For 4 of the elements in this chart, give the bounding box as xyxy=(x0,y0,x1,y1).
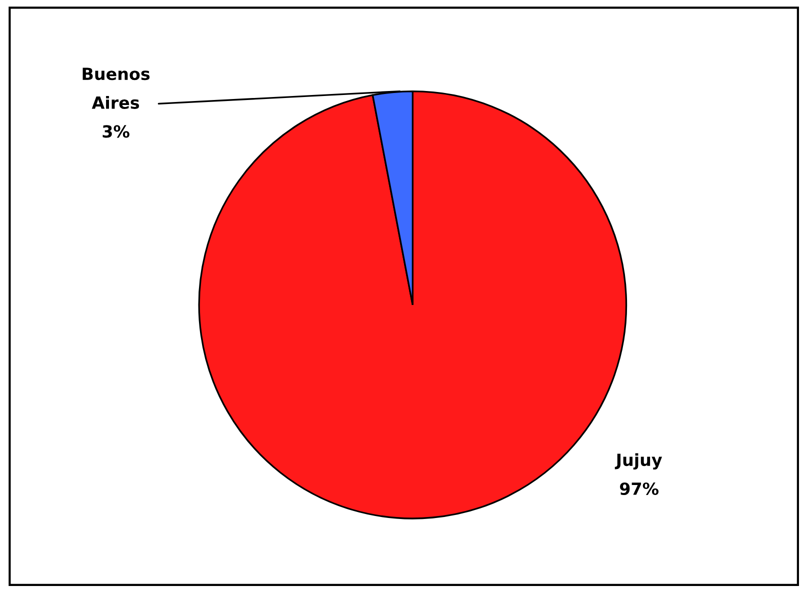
slice-label: Jujuy xyxy=(614,453,662,470)
slice-label: Buenos Aires xyxy=(82,68,150,109)
data-label: 3% xyxy=(102,125,130,138)
data-label: 97% xyxy=(620,482,658,496)
